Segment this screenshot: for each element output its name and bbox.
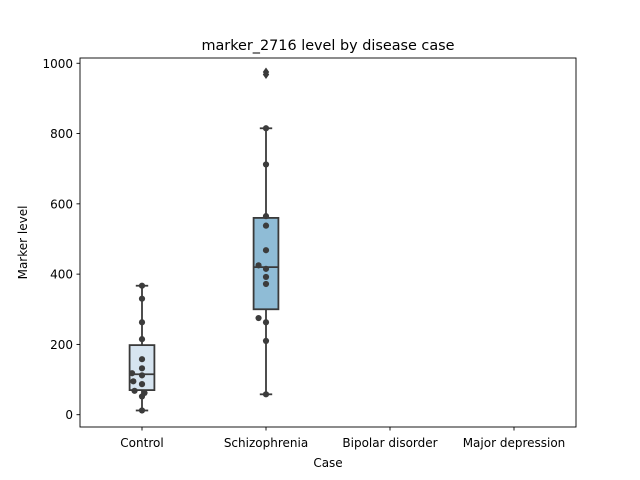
data-point [138,319,146,326]
x-tick-label: Control [120,436,163,450]
x-tick-label: Bipolar disorder [342,436,437,450]
data-point [262,273,270,281]
chart-title: marker_2716 level by disease case [201,38,454,54]
y-tick-label: 200 [50,338,73,352]
x-tick-label: Major depression [463,436,566,450]
data-point [131,387,138,394]
data-point [128,370,136,377]
y-axis: 0 200 400 600 800 1000 [42,57,80,422]
points-schizophrenia [255,125,270,398]
x-axis-label: Case [313,456,342,470]
data-point [262,213,270,220]
data-point [262,161,270,168]
box-schizophrenia [252,67,280,396]
y-tick-label: 800 [50,127,73,141]
data-point [262,337,270,344]
data-point [255,314,262,322]
x-tick-label: Schizophrenia [224,436,308,450]
y-axis-label: Marker level [16,206,30,280]
y-tick-label: 0 [65,408,73,422]
y-tick-label: 1000 [42,57,73,71]
data-point [262,222,270,229]
x-axis: Control Schizophrenia Bipolar disorder Majo… [120,427,565,450]
data-point [130,378,137,385]
data-point [138,282,146,289]
outlier-point [262,67,270,77]
data-point [141,389,148,397]
data-point [138,295,146,302]
data-point [138,407,146,414]
data-point [262,319,270,326]
data-point [255,262,262,269]
data-point [138,356,146,363]
data-point [138,381,146,388]
data-point [262,265,270,272]
data-point [138,372,146,379]
data-point [138,336,146,343]
y-tick-label: 600 [50,197,73,211]
y-tick-label: 400 [50,268,73,282]
plot-frame [79,57,577,428]
data-point [262,391,270,398]
data-point [262,247,270,254]
points-control [128,282,148,414]
data-point [138,365,146,372]
plot-area [128,67,280,414]
data-point [262,125,270,132]
data-point [262,280,270,288]
